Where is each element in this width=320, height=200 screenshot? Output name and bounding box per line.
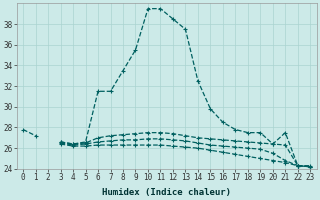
X-axis label: Humidex (Indice chaleur): Humidex (Indice chaleur) <box>102 188 231 197</box>
